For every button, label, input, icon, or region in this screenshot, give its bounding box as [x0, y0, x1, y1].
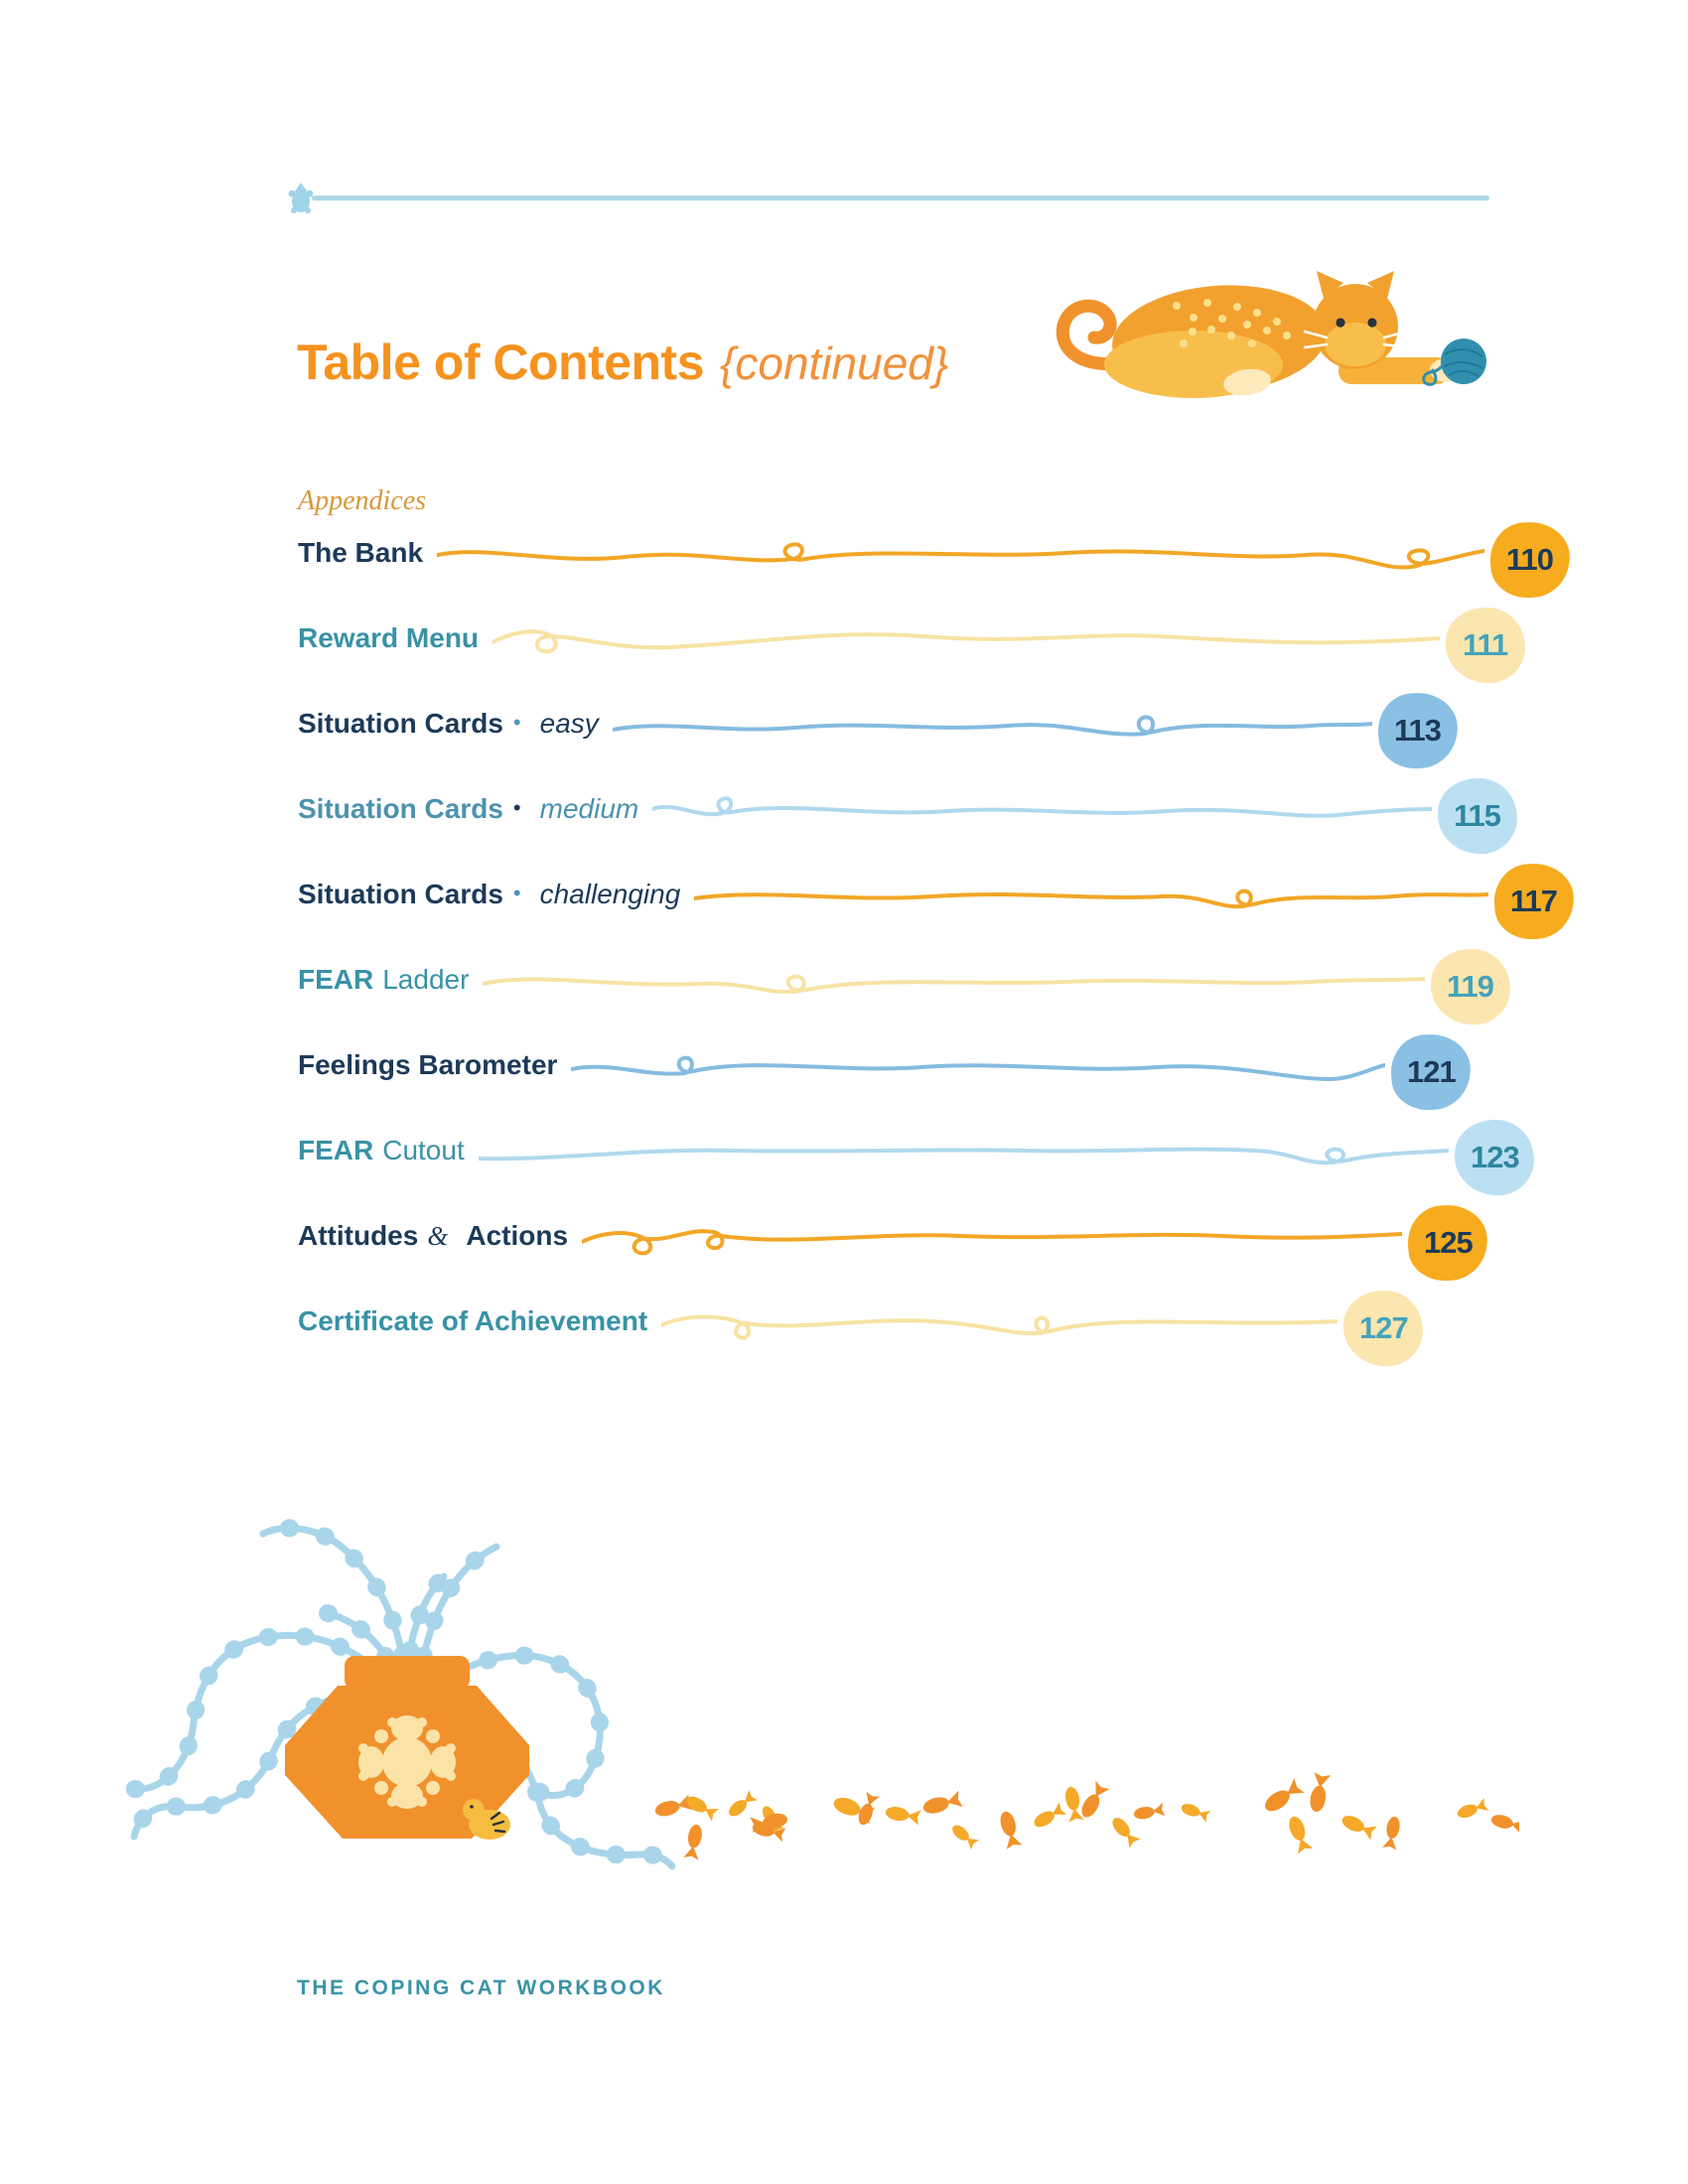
- toc-label-variant: challenging: [539, 879, 681, 909]
- page-number-ball: 113: [1375, 690, 1461, 771]
- leader-squiggle: [483, 950, 1425, 1010]
- page-number-ball: 121: [1388, 1031, 1474, 1113]
- toc-label: FEAR: [298, 1135, 374, 1165]
- title-continued: {continued}: [720, 338, 949, 389]
- toc-list: The Bank 110 Reward Menu 111 Situation C…: [0, 510, 1688, 1369]
- toc-label: Situation Cards: [298, 793, 503, 824]
- leader-squiggle: [437, 523, 1484, 583]
- page-title: Table of Contents: [297, 335, 705, 390]
- toc-row-the-bank: The Bank 110: [0, 510, 1688, 601]
- toc-label: Reward Menu: [298, 622, 480, 653]
- page-number: 110: [1506, 542, 1554, 578]
- bullet-dot: •: [512, 710, 521, 735]
- toc-label: The Bank: [298, 537, 424, 568]
- page-number-ball: 115: [1436, 775, 1519, 857]
- page-number-ball: 119: [1429, 946, 1512, 1027]
- toc-row-feelings-barometer: Feelings Barometer 121: [0, 1023, 1688, 1113]
- leader-squiggle: [661, 1292, 1337, 1351]
- toc-row-certificate-of-achievement: Certificate of Achievement 127: [0, 1279, 1688, 1369]
- toc-row-reward-menu: Reward Menu 111: [0, 596, 1688, 686]
- page-number: 121: [1406, 1054, 1456, 1090]
- bullet-dot: •: [512, 881, 521, 905]
- leader-squiggle: [492, 609, 1440, 668]
- toc-label: Situation Cards: [298, 708, 503, 739]
- toc-label: Feelings Barometer: [298, 1049, 558, 1080]
- leader-squiggle: [613, 694, 1372, 753]
- page-number: 115: [1454, 797, 1501, 833]
- leader-squiggle: [694, 865, 1488, 924]
- page-number-ball: 117: [1491, 861, 1577, 942]
- toc-row-fear-ladder: FEAR Ladder 119: [0, 937, 1688, 1027]
- chick-icon: [455, 1799, 510, 1840]
- toc-label: Attitudes: [298, 1220, 419, 1251]
- page-number-ball: 127: [1341, 1288, 1425, 1369]
- page-number-ball: 110: [1487, 519, 1573, 601]
- toc-row-fear-cutout: FEAR Cutout 123: [0, 1108, 1688, 1198]
- leader-squiggle: [571, 1035, 1385, 1095]
- header-rule: [312, 196, 1489, 201]
- page-number-ball: 123: [1453, 1117, 1536, 1198]
- page-number-ball: 125: [1405, 1202, 1490, 1284]
- toc-label-rest: Ladder: [382, 964, 470, 995]
- toc-row-situation-cards-challenging: Situation Cards • challenging 117: [0, 852, 1688, 942]
- fish-icon: [288, 183, 314, 213]
- page-number: 113: [1394, 713, 1442, 749]
- toc-label: Situation Cards: [298, 879, 503, 909]
- bullet-dot: •: [512, 795, 521, 820]
- page-number: 125: [1423, 1225, 1473, 1261]
- appendices-heading: Appendices: [298, 485, 427, 516]
- leader-squiggle: [479, 1121, 1449, 1180]
- toc-label: FEAR: [298, 964, 374, 995]
- toc-row-situation-cards-medium: Situation Cards • medium 115: [0, 766, 1688, 857]
- toc-label-rest: Cutout: [382, 1135, 465, 1165]
- footer-book-title: THE COPING CAT WORKBOOK: [297, 1977, 665, 1999]
- toc-row-situation-cards-easy: Situation Cards • easy 113: [0, 681, 1688, 771]
- toc-label-rest: Actions: [466, 1220, 569, 1251]
- leader-squiggle: [582, 1206, 1402, 1266]
- page-number: 123: [1470, 1139, 1519, 1174]
- page-number-ball: 111: [1444, 605, 1527, 686]
- cat-with-yarn-ball-illustration: [1055, 271, 1486, 398]
- page-number: 119: [1447, 968, 1494, 1004]
- toc-label: Certificate of Achievement: [298, 1305, 648, 1336]
- ampersand: &: [427, 1220, 449, 1251]
- page-number: 117: [1510, 884, 1558, 919]
- toc-label-variant: easy: [539, 708, 599, 739]
- page-title-block: Table of Contents {continued}: [297, 334, 948, 391]
- toc-label-variant: medium: [539, 793, 639, 824]
- toc-row-attitudes-and-actions: Attitudes & Actions 125: [0, 1193, 1688, 1284]
- page-number: 127: [1358, 1309, 1408, 1345]
- leader-squiggle: [652, 779, 1432, 839]
- page-number: 111: [1463, 627, 1508, 662]
- goldfish-trail-illustration: [652, 1772, 1519, 1860]
- flower-pot-with-vines-illustration: [125, 1519, 680, 1875]
